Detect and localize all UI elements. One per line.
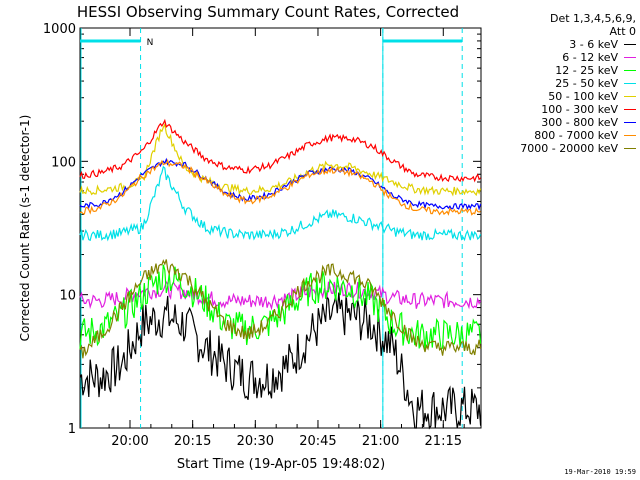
legend-entry: 50 - 100 keV xyxy=(486,90,636,103)
legend-entry: 25 - 50 keV xyxy=(486,77,636,90)
legend-entry-label: 800 - 7000 keV xyxy=(534,129,618,142)
legend-entry-swatch xyxy=(624,148,636,149)
legend-entries: 3 - 6 keV 6 - 12 keV 12 - 25 keV 25 - 50 ke… xyxy=(486,38,636,155)
series-line xyxy=(79,259,482,359)
x-axis-label: Start Time (19-Apr-05 19:48:02) xyxy=(177,457,385,472)
legend-entry: 300 - 800 keV xyxy=(486,116,636,129)
x-tick-label: 21:15 xyxy=(425,434,462,449)
legend-entry-label: 7000 - 20000 keV xyxy=(520,142,618,155)
legend-entry-label: 50 - 100 keV xyxy=(548,90,618,103)
y-tick-label: 100 xyxy=(51,155,76,170)
legend-entry-swatch xyxy=(624,83,636,84)
legend-entry: 7000 - 20000 keV xyxy=(486,142,636,155)
legend-entry-swatch xyxy=(624,109,636,110)
series-line xyxy=(79,118,482,183)
legend-entry: 100 - 300 keV xyxy=(486,103,636,116)
y-axis-label: Corrected Count Rate (s-1 detector-1) xyxy=(18,115,32,342)
legend-header-line-2: Att 0 xyxy=(609,25,636,38)
legend-entry-swatch xyxy=(624,135,636,136)
legend-entry: 6 - 12 keV xyxy=(486,51,636,64)
series-line xyxy=(79,280,482,311)
legend-entry: 3 - 6 keV xyxy=(486,38,636,51)
y-tick-label: 1000 xyxy=(43,22,76,37)
legend-entry-label: 12 - 25 keV xyxy=(555,64,618,77)
footer-timestamp: 19-Mar-2010 19:59 xyxy=(564,468,636,476)
legend-entry-label: 100 - 300 keV xyxy=(541,103,618,116)
plot-area: 1 10 100 1000 20:00 20:15 20:30 20:45 21:00 21:15… xyxy=(43,22,482,449)
legend-entry: 12 - 25 keV xyxy=(486,64,636,77)
legend-entry-swatch xyxy=(624,70,636,71)
legend-entry-label: 25 - 50 keV xyxy=(555,77,618,90)
series-line xyxy=(79,292,482,430)
legend-entry-label: 300 - 800 keV xyxy=(541,116,618,129)
x-tick-label: 20:45 xyxy=(299,434,336,449)
series-line xyxy=(79,165,482,242)
night-annotation: N xyxy=(147,38,154,48)
chart-title: HESSI Observing Summary Count Rates, Cor… xyxy=(77,3,459,21)
legend: Det 1,3,4,5,6,9, Att 0 3 - 6 keV 6 - 12 k… xyxy=(486,12,636,155)
legend-entry-label: 6 - 12 keV xyxy=(562,51,618,64)
plot-frame xyxy=(79,27,482,429)
legend-entry: 800 - 7000 keV xyxy=(486,129,636,142)
legend-entry-swatch xyxy=(624,122,636,123)
series-line xyxy=(79,157,482,211)
legend-entry-swatch xyxy=(624,44,636,45)
legend-entry-swatch xyxy=(624,57,636,58)
y-tick-label: 10 xyxy=(59,289,76,304)
x-tick-label: 20:00 xyxy=(111,434,148,449)
y-tick-label: 1 xyxy=(68,422,76,437)
x-tick-label: 20:15 xyxy=(174,434,211,449)
x-tick-label: 21:00 xyxy=(362,434,399,449)
legend-entry-label: 3 - 6 keV xyxy=(569,38,618,51)
x-tick-label: 20:30 xyxy=(237,434,274,449)
series-line xyxy=(79,158,481,216)
legend-entry-swatch xyxy=(624,96,636,97)
legend-header-line-1: Det 1,3,4,5,6,9, xyxy=(549,12,636,25)
